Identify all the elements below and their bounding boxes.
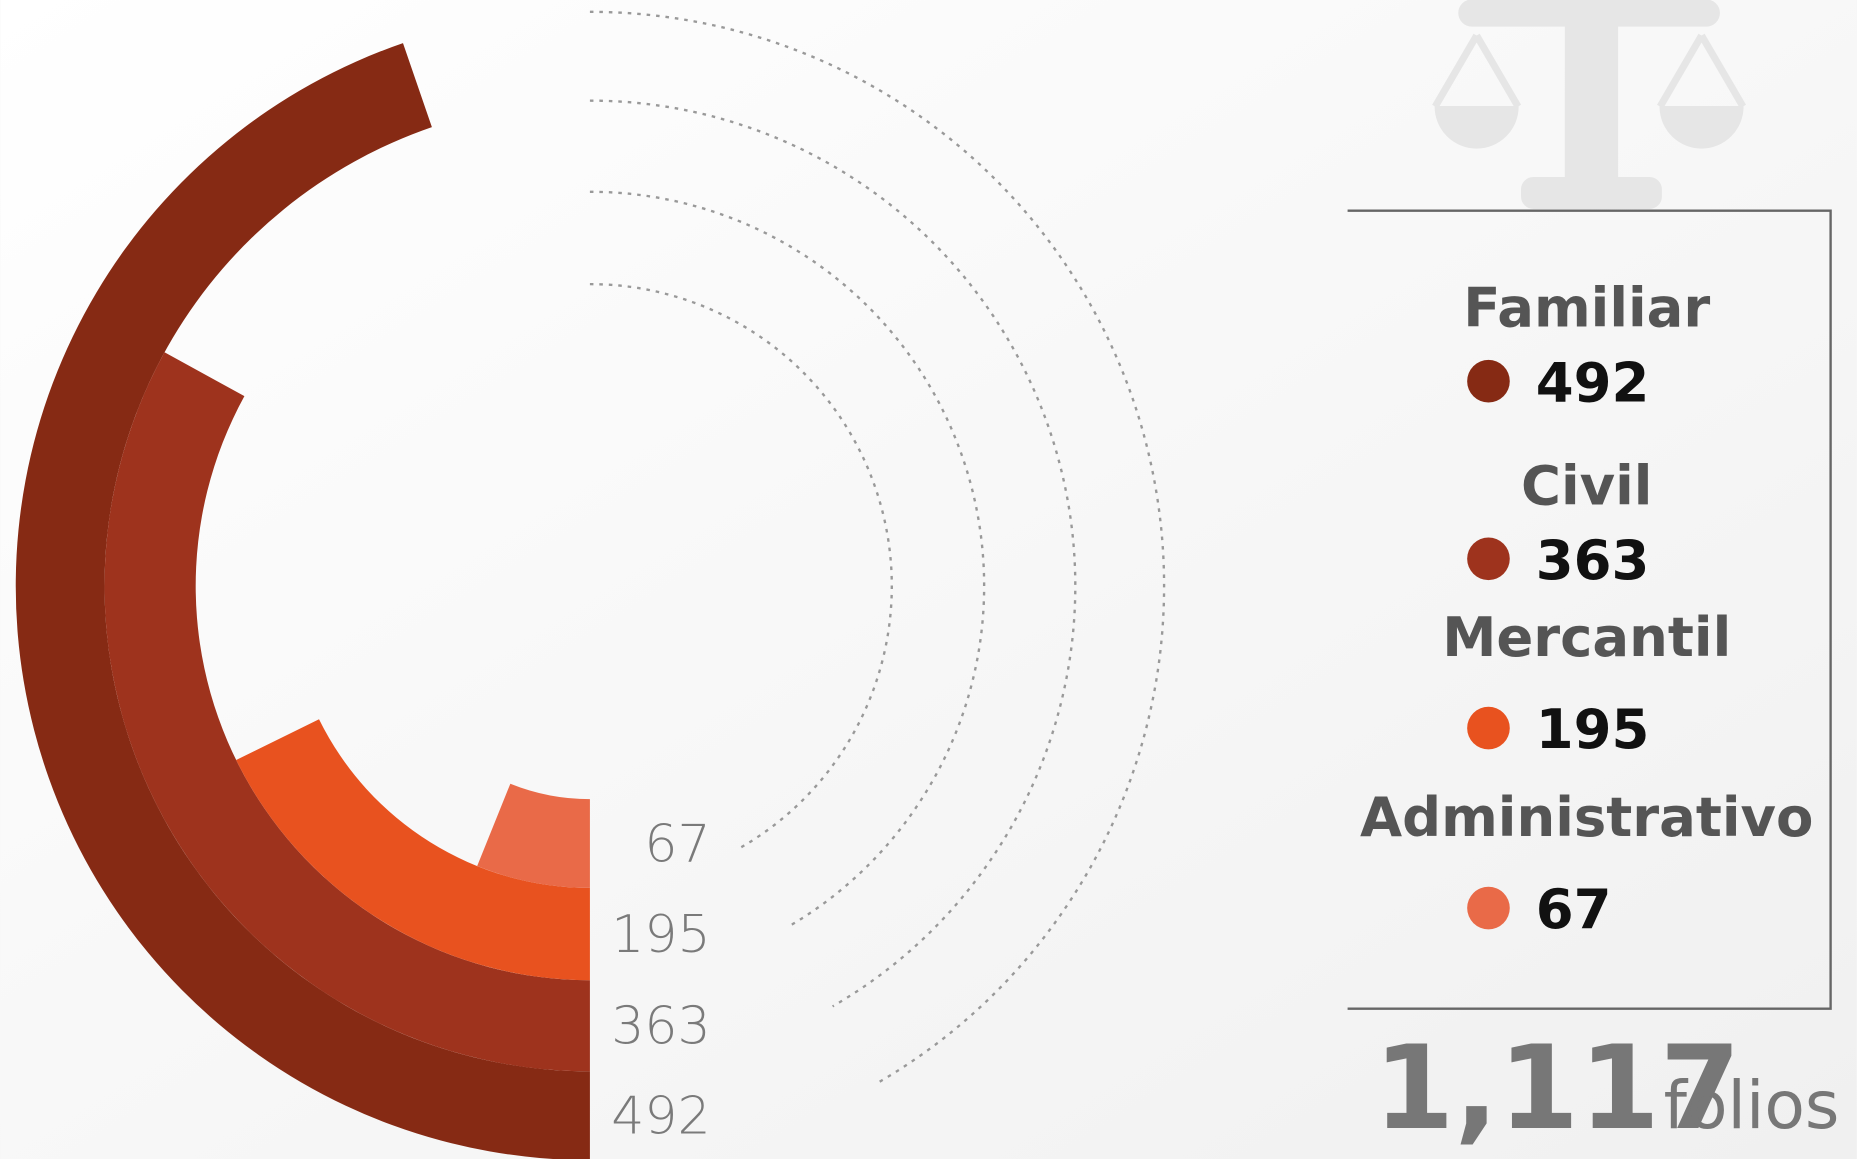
bar [104, 352, 590, 1072]
guide-arc [589, 99, 1077, 1008]
legend-value: 195 [1536, 697, 1650, 761]
value-label: 363 [611, 997, 710, 1057]
legend-swatch [1467, 359, 1510, 403]
legend-name: Familiar [1463, 276, 1710, 340]
legend-value: 492 [1536, 350, 1650, 414]
legend-swatch [1467, 537, 1510, 581]
legend-name: Administrativo [1360, 785, 1813, 849]
value-label: 492 [611, 1087, 710, 1147]
guide-arc [589, 190, 986, 929]
bar [15, 43, 590, 1159]
legend-value: 363 [1536, 528, 1650, 592]
scale-icon [1432, 0, 1747, 209]
guide-arc [589, 10, 1166, 1085]
guide-arcs [589, 10, 1166, 1085]
value-label: 195 [611, 905, 710, 965]
legend-value: 67 [1536, 877, 1612, 941]
legend-frame [1347, 209, 1832, 1010]
legend-name: Mercantil [1442, 605, 1731, 669]
legend-name: Civil [1521, 453, 1652, 517]
value-label: 67 [644, 814, 710, 874]
bars [15, 43, 590, 1159]
bar [236, 719, 590, 981]
total-value: 1,117 [1374, 1021, 1741, 1156]
legend: Familiar 492 Civil 363 Mercantil 195 Administr… [1360, 276, 1813, 941]
legend-swatch [1467, 886, 1510, 930]
total-unit: folios [1664, 1066, 1840, 1144]
bar [477, 783, 590, 888]
value-labels: 492 363 195 67 [611, 814, 710, 1146]
legend-swatch [1467, 706, 1510, 750]
